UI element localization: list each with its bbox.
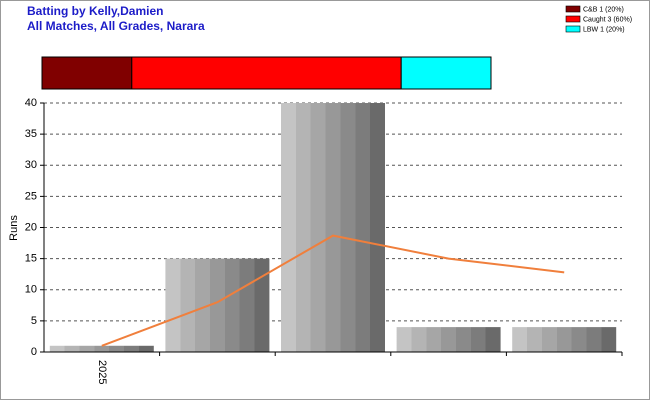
dismissal-segment xyxy=(131,56,402,90)
bar xyxy=(396,327,501,352)
legend-swatch xyxy=(565,25,581,33)
bar xyxy=(281,103,385,352)
y-axis-label: Runs xyxy=(8,215,20,241)
y-tick-label: 5 xyxy=(31,315,37,327)
y-tick-label: 10 xyxy=(25,284,37,296)
bar xyxy=(49,345,154,352)
line xyxy=(101,234,565,347)
y-tick-label: 0 xyxy=(31,346,37,358)
bar xyxy=(165,258,270,352)
y-tick-label: 40 xyxy=(25,97,37,109)
chart-title: Batting by Kelly,Damien xyxy=(27,4,163,18)
y-tick-label: 30 xyxy=(25,159,37,171)
legend-label: LBW 1 (20%) xyxy=(583,26,625,33)
y-tick-label: 35 xyxy=(25,128,37,140)
x-tick-label: 2025 xyxy=(96,360,108,384)
chart-subtitle: All Matches, All Grades, Narara xyxy=(27,19,205,33)
legend-label: C&B 1 (20%) xyxy=(583,6,624,13)
legend-label: Caught 3 (60%) xyxy=(583,16,632,23)
y-tick-label: 20 xyxy=(25,221,37,233)
bar xyxy=(512,327,617,352)
legend-swatch xyxy=(565,15,581,23)
y-tick-label: 15 xyxy=(25,253,37,265)
dismissal-segment xyxy=(41,56,133,90)
y-tick-label: 25 xyxy=(25,190,37,202)
dismissal-segment xyxy=(400,56,492,90)
legend-swatch xyxy=(565,5,581,13)
